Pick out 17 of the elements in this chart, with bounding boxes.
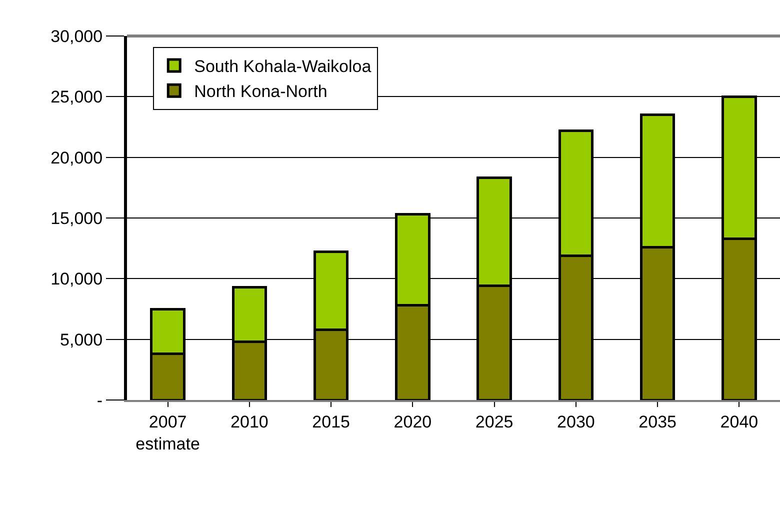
y-tick-label: 25,000 bbox=[50, 88, 103, 107]
x-tick-label: 2015 bbox=[312, 412, 350, 432]
x-tick-label: 2007 estimate bbox=[136, 412, 200, 454]
y-tick-label: - bbox=[96, 390, 103, 410]
x-tick-label: 2025 bbox=[475, 412, 514, 432]
x-tick-label: 2035 bbox=[638, 412, 676, 432]
y-tick-label: 30,000 bbox=[50, 26, 103, 46]
legend-label: North Kona-North bbox=[194, 82, 328, 102]
x-tick-label: 2020 bbox=[394, 412, 432, 432]
x-tick-label: 2040 bbox=[720, 412, 758, 432]
legend-label: South Kohala-Waikoloa bbox=[194, 57, 372, 76]
y-tick-label: 5,000 bbox=[60, 330, 103, 350]
y-tick-label: 15,000 bbox=[50, 208, 103, 228]
x-tick-label: 2010 bbox=[230, 412, 268, 432]
x-tick-label: 2030 bbox=[557, 412, 595, 432]
y-tick-label: 20,000 bbox=[50, 148, 103, 168]
y-tick-label: 10,000 bbox=[50, 270, 103, 289]
